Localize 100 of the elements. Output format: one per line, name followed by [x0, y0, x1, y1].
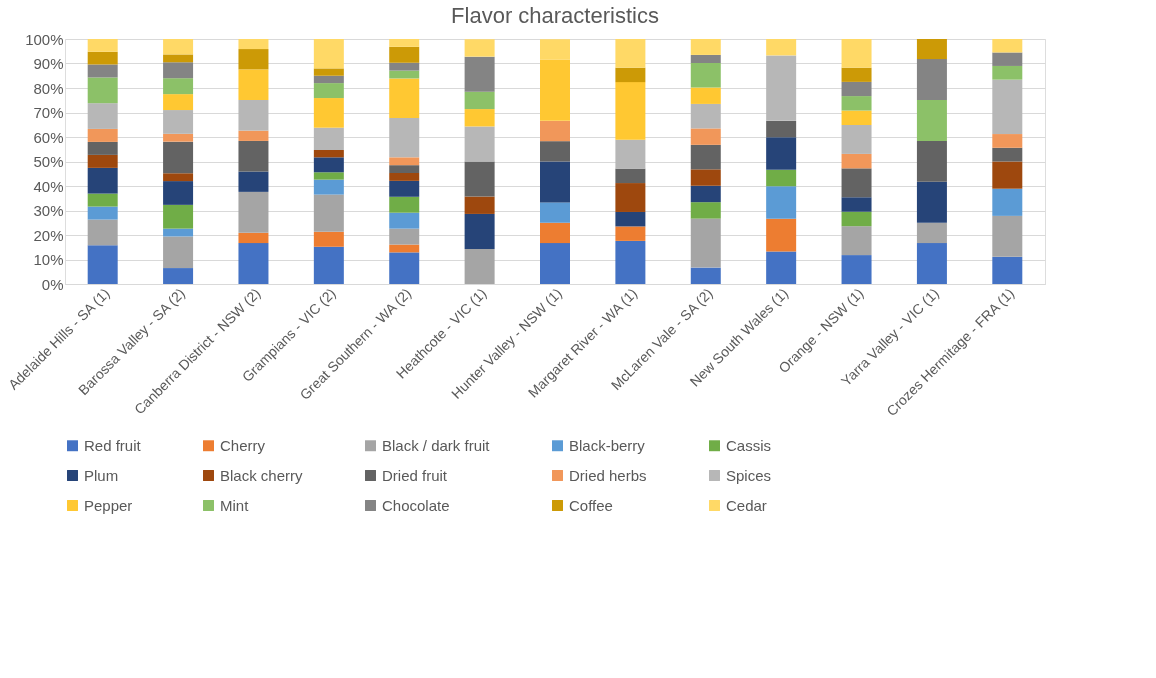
bar	[464, 39, 495, 57]
bar	[992, 215, 1023, 257]
bar	[540, 243, 570, 284]
chart-title: Flavor characteristics	[451, 3, 659, 28]
bar	[841, 226, 872, 256]
bar	[464, 213, 495, 249]
bar	[163, 94, 194, 111]
bar	[163, 133, 194, 142]
bar	[992, 79, 1023, 135]
bar	[841, 96, 872, 111]
y-tick-label: 90%	[33, 55, 64, 72]
bar	[389, 117, 420, 158]
bar	[841, 168, 872, 198]
bar	[540, 39, 570, 60]
bar	[690, 202, 721, 219]
bar	[389, 173, 420, 181]
legend-label: Spices	[726, 466, 772, 484]
bar	[841, 124, 872, 154]
bar	[87, 64, 118, 78]
bar	[690, 128, 721, 145]
bar	[540, 120, 570, 142]
bar	[238, 171, 269, 192]
bar	[916, 181, 947, 223]
bar	[615, 139, 646, 169]
bar	[841, 67, 872, 82]
bar	[163, 62, 194, 79]
legend-label: Red fruit	[84, 436, 142, 454]
bar	[238, 232, 269, 244]
bar	[992, 188, 1023, 216]
bar	[916, 243, 947, 284]
bar	[540, 141, 570, 162]
legend-label: Black / dark fruit	[382, 436, 491, 454]
bar	[389, 78, 420, 118]
bar	[841, 197, 872, 212]
bar	[615, 67, 646, 83]
bar	[313, 39, 344, 69]
bar	[766, 120, 797, 138]
bar	[313, 149, 344, 158]
bar	[163, 78, 194, 95]
bar	[841, 211, 872, 227]
y-tick-label: 40%	[33, 177, 64, 195]
bar	[87, 51, 118, 65]
bar	[163, 110, 194, 134]
bar	[87, 193, 118, 207]
bar	[841, 110, 872, 125]
bar	[238, 140, 269, 172]
y-tick-label: 60%	[33, 128, 64, 146]
bar	[766, 218, 797, 252]
bar	[690, 267, 721, 284]
bar	[841, 81, 872, 97]
bar	[87, 245, 118, 284]
bar	[163, 173, 194, 182]
bar	[540, 202, 570, 223]
bar	[841, 255, 872, 284]
bar	[313, 246, 344, 284]
bar	[766, 186, 797, 219]
y-tick-label: 0%	[41, 275, 64, 293]
legend-label: Cassis	[726, 436, 772, 454]
y-tick-label: 30%	[33, 202, 64, 219]
bar	[690, 218, 721, 268]
bar	[389, 252, 420, 284]
bar	[992, 134, 1023, 148]
bar	[389, 196, 420, 213]
bar	[464, 91, 495, 110]
y-tick-label: 70%	[33, 104, 64, 121]
legend-label: Cherry	[220, 436, 266, 454]
bar	[540, 222, 570, 244]
bar	[389, 157, 420, 166]
y-tick-label: 20%	[33, 226, 64, 244]
bar	[540, 59, 570, 121]
y-tick-label: 50%	[33, 153, 64, 170]
bar	[615, 226, 646, 241]
bar	[238, 191, 269, 233]
bar	[690, 39, 721, 55]
bar	[766, 137, 797, 170]
bar	[464, 56, 495, 92]
bar	[916, 222, 947, 244]
bar	[163, 236, 194, 269]
bar	[389, 212, 420, 229]
bar	[87, 206, 118, 220]
bar	[615, 39, 646, 68]
bar	[313, 98, 344, 128]
bar	[766, 39, 797, 56]
bar	[916, 100, 947, 141]
legend-label: Coffee	[569, 496, 613, 514]
bar	[313, 68, 344, 76]
bar	[87, 141, 118, 155]
legend-label: Black-berry	[569, 436, 646, 454]
bar	[163, 54, 194, 63]
y-tick-label: 80%	[33, 79, 64, 97]
bar	[87, 128, 118, 142]
bar	[766, 55, 797, 121]
bar	[464, 161, 495, 197]
bar	[464, 248, 495, 284]
bar	[87, 219, 118, 246]
bar	[992, 39, 1023, 53]
bar	[916, 59, 947, 100]
bar	[615, 82, 646, 140]
bar	[389, 39, 420, 47]
bar	[389, 180, 420, 197]
